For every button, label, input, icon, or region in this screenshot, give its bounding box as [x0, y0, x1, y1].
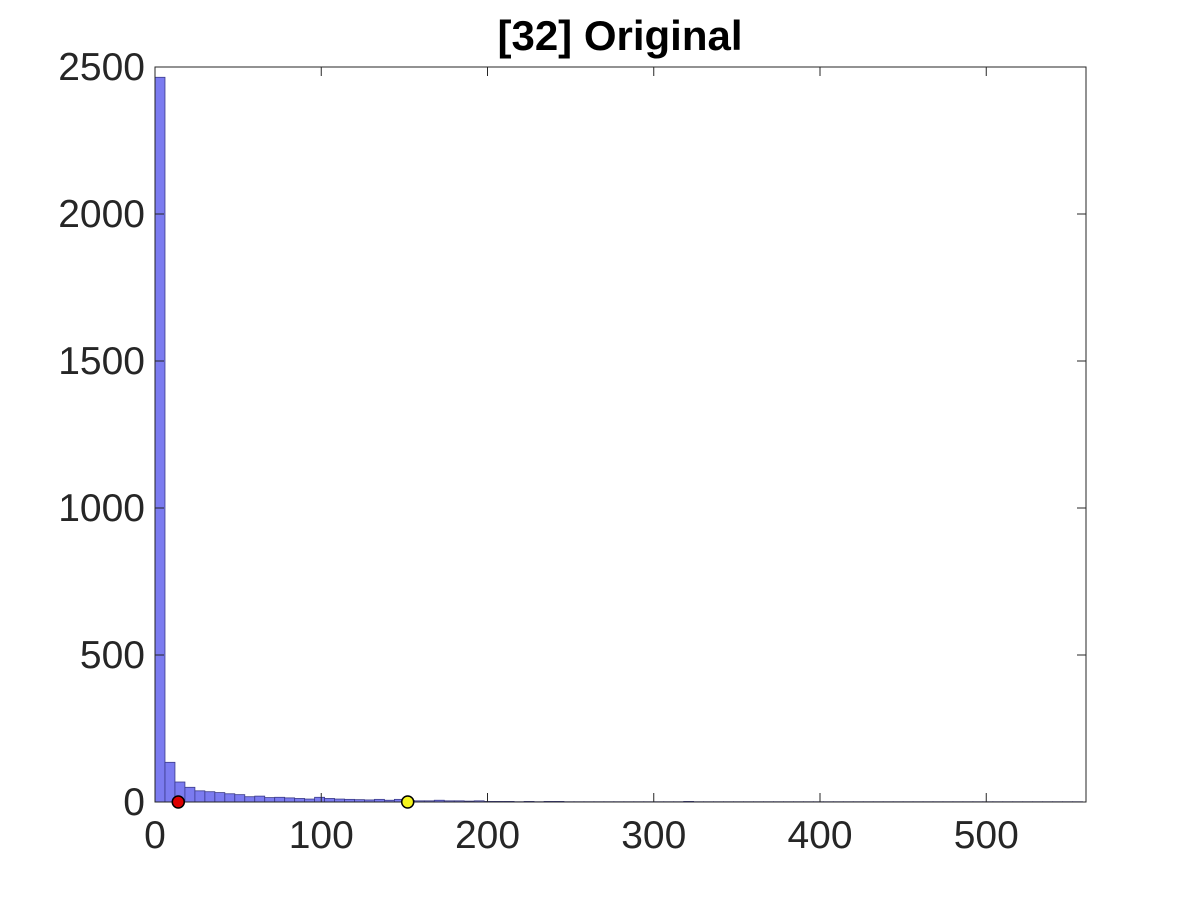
histogram-bar [184, 786, 196, 803]
y-tick-label: 1000 [58, 487, 145, 530]
histogram-bar [254, 795, 266, 803]
histogram-bar [274, 796, 286, 803]
x-tick-label: 400 [787, 814, 852, 857]
histogram-bar [224, 793, 236, 803]
x-tick-label: 200 [455, 814, 520, 857]
y-tick-label: 2500 [58, 46, 145, 89]
histogram-bar [194, 790, 206, 803]
histogram-bar [294, 798, 306, 803]
histogram-bar [244, 796, 256, 803]
ticks-group: 0 100 200 300 400 500 0 500 1000 1500 2000 2500 [58, 46, 1086, 857]
markers-group [171, 795, 415, 809]
histogram-bar [314, 796, 325, 803]
histogram-bar [234, 794, 246, 803]
x-tick-label: 300 [621, 814, 686, 857]
histogram-bar [164, 761, 176, 803]
y-tick-label: 1500 [58, 340, 145, 383]
marker-point [171, 795, 186, 809]
chart-title: [32] Original [497, 12, 742, 59]
y-tick-label: 500 [80, 634, 145, 677]
x-tick-label: 500 [954, 814, 1019, 857]
y-tick-label: 0 [123, 781, 145, 824]
histogram-bar [264, 797, 276, 803]
x-tick-label: 100 [289, 814, 354, 857]
y-tick-label: 2000 [58, 193, 145, 236]
histogram-bar [154, 76, 166, 803]
marker-point [400, 795, 415, 809]
bars-group [154, 76, 1084, 803]
x-tick-label: 0 [144, 814, 166, 857]
histogram-bar [214, 792, 226, 803]
histogram-bar [324, 798, 335, 803]
plot-frame [154, 66, 1087, 803]
histogram-bar [284, 797, 296, 803]
histogram-bar [204, 791, 216, 803]
